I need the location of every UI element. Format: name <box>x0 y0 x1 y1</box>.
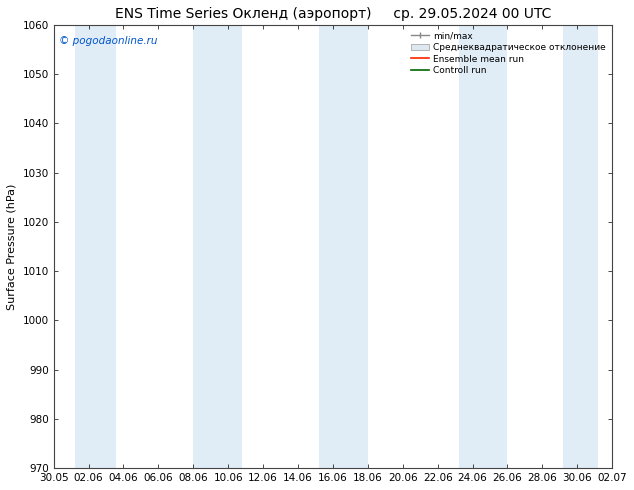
Bar <box>193 25 242 468</box>
Bar <box>564 25 598 468</box>
Text: © pogodaonline.ru: © pogodaonline.ru <box>59 36 158 46</box>
Legend: min/max, Среднеквадратическое отклонение, Ensemble mean run, Controll run: min/max, Среднеквадратическое отклонение… <box>407 27 609 79</box>
Bar <box>319 25 368 468</box>
Y-axis label: Surface Pressure (hPa): Surface Pressure (hPa) <box>7 183 17 310</box>
Bar <box>75 25 117 468</box>
Title: ENS Time Series Окленд (аэропорт)     ср. 29.05.2024 00 UTC: ENS Time Series Окленд (аэропорт) ср. 29… <box>115 7 551 21</box>
Bar <box>458 25 507 468</box>
